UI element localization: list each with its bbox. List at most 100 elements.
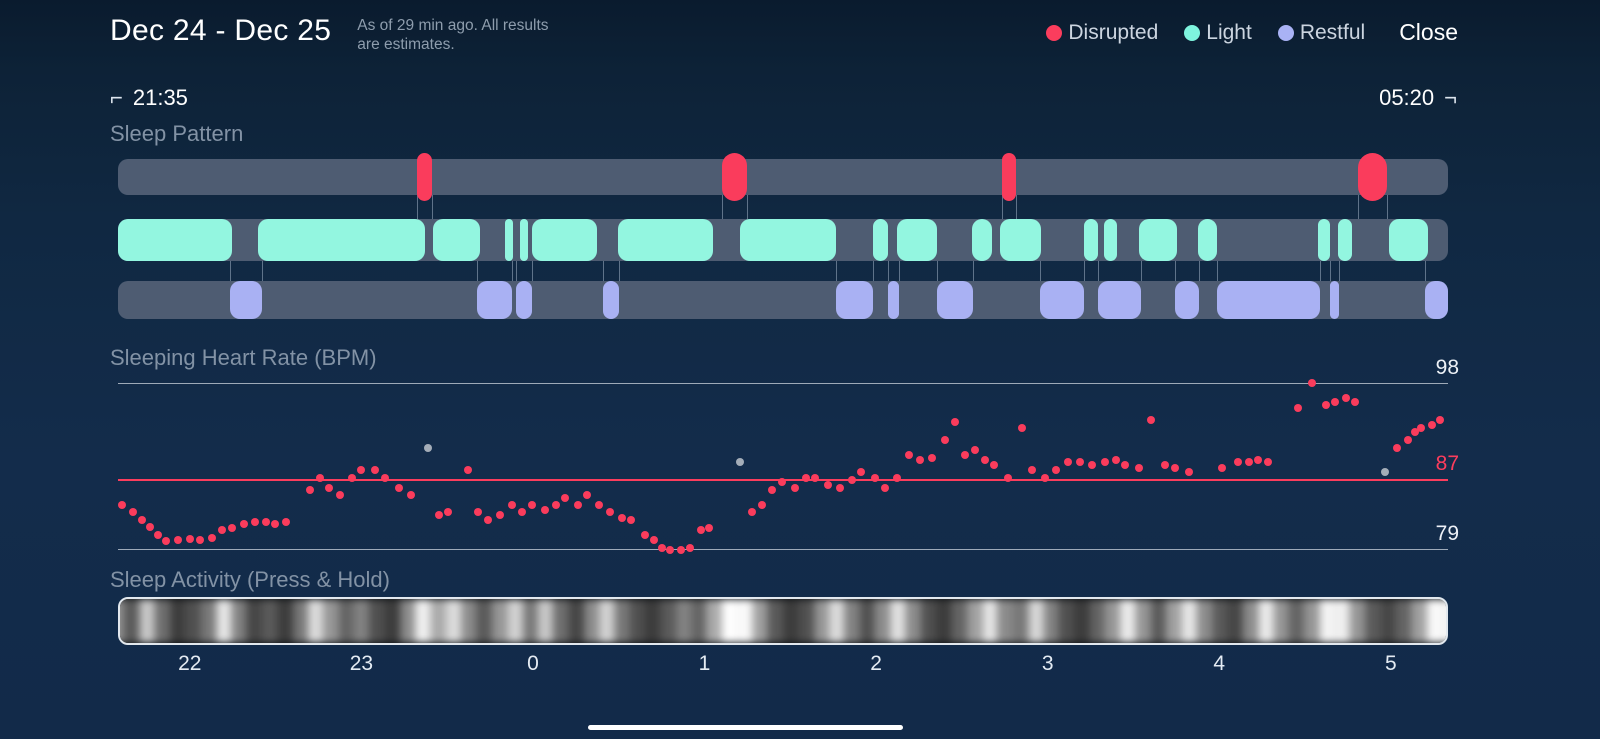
activity-stripe <box>369 599 385 643</box>
activity-stripe <box>430 599 446 643</box>
track-connector-line <box>1425 259 1427 283</box>
hr-point <box>1041 474 1049 483</box>
home-indicator[interactable] <box>588 725 903 730</box>
activity-stripe <box>1426 599 1442 643</box>
hr-outlier-point <box>736 457 745 466</box>
restful-segment <box>229 281 262 319</box>
hr-point <box>941 435 950 444</box>
activity-stripe <box>951 599 967 643</box>
track-connector-line <box>873 259 875 283</box>
restful-segment <box>1098 281 1141 319</box>
hr-point <box>665 545 674 554</box>
activity-stripe <box>1258 599 1274 643</box>
hr-point <box>981 455 990 464</box>
hr-point <box>305 486 314 495</box>
restful-segment <box>477 281 512 319</box>
activity-stripe <box>645 599 661 643</box>
hr-point <box>1184 468 1193 477</box>
activity-stripe <box>522 599 538 643</box>
track-connector-line <box>1175 259 1177 283</box>
hr-point <box>325 483 334 492</box>
activity-stripe <box>920 599 937 643</box>
page-title: Dec 24 - Dec 25 <box>110 14 332 47</box>
track-connector-line <box>229 259 231 283</box>
activity-stripe <box>553 599 569 643</box>
disrupted-segment <box>721 153 748 201</box>
hr-point <box>1120 461 1129 470</box>
hr-point <box>1393 443 1402 452</box>
light-segment <box>118 219 233 261</box>
hr-point <box>316 474 325 483</box>
activity-stripe <box>1411 599 1427 643</box>
hr-point <box>1244 457 1253 466</box>
activity-stripe <box>783 599 799 643</box>
hr-point <box>357 466 366 475</box>
hr-point <box>801 474 810 483</box>
activity-stripe <box>1334 599 1351 643</box>
activity-stripe <box>445 599 462 643</box>
hr-point <box>748 508 757 517</box>
activity-stripe <box>231 599 247 643</box>
header: Dec 24 - Dec 25 As of 29 min ago. All re… <box>0 0 1600 64</box>
hr-point <box>117 501 126 510</box>
hr-point <box>137 516 146 525</box>
activity-stripe <box>1104 599 1121 643</box>
track-connector-line <box>1098 259 1100 283</box>
hr-point <box>790 483 799 492</box>
hr-point <box>406 490 415 499</box>
activity-stripe <box>813 599 830 643</box>
activity-stripe <box>461 599 477 643</box>
sleep-activity-bar[interactable] <box>118 597 1448 645</box>
track-connector-line <box>1320 259 1322 283</box>
activity-stripe <box>277 599 293 643</box>
hr-point <box>348 474 357 483</box>
hr-point <box>961 450 970 459</box>
hr-gridline <box>118 383 1448 384</box>
activity-stripe <box>185 599 201 643</box>
light-segment <box>433 219 480 261</box>
activity-stripe <box>798 599 814 643</box>
hr-avg-label: 87 <box>1435 452 1459 476</box>
sleep-pattern-chart[interactable] <box>118 153 1448 319</box>
light-segment <box>257 219 426 261</box>
hr-point <box>915 455 924 464</box>
hr-point <box>768 486 777 495</box>
activity-stripe <box>323 599 339 643</box>
light-segment <box>618 219 713 261</box>
close-button[interactable]: Close <box>1399 19 1458 45</box>
hr-point <box>1293 404 1302 413</box>
track-connector-line <box>937 259 939 283</box>
time-tick-label: 4 <box>1213 652 1226 675</box>
activity-stripe <box>216 599 232 643</box>
hr-point <box>870 474 879 483</box>
light-segment <box>519 219 528 261</box>
hr-point <box>281 517 290 526</box>
sleep-pattern-title: Sleep Pattern <box>110 121 244 146</box>
light-segment <box>873 219 889 261</box>
track-connector-line <box>1329 259 1331 283</box>
disrupted-segment <box>417 153 432 201</box>
activity-stripe <box>752 599 768 643</box>
track-connector-line <box>888 259 890 283</box>
activity-stripe <box>829 599 845 643</box>
hr-point <box>240 519 249 528</box>
activity-stripe <box>537 599 554 643</box>
activity-stripes <box>120 599 1446 643</box>
time-tick-label: 0 <box>527 652 539 675</box>
hr-point <box>1341 393 1350 402</box>
header-subtitle-line2: are estimates. <box>357 36 455 53</box>
hr-point <box>518 508 527 517</box>
activity-stripe <box>997 599 1013 643</box>
activity-stripe <box>200 599 217 643</box>
disrupted-segment <box>1002 153 1016 201</box>
activity-stripe <box>1288 599 1305 643</box>
legend-label-disrupted: Disrupted <box>1068 21 1159 44</box>
restful-segment <box>937 281 974 319</box>
track-connector-line <box>1015 193 1017 221</box>
hr-point <box>950 418 959 427</box>
activity-stripe <box>905 599 921 643</box>
hr-point <box>1087 461 1096 470</box>
hr-point <box>676 545 685 554</box>
heart-rate-chart[interactable]: 98 87 79 <box>117 356 1459 562</box>
